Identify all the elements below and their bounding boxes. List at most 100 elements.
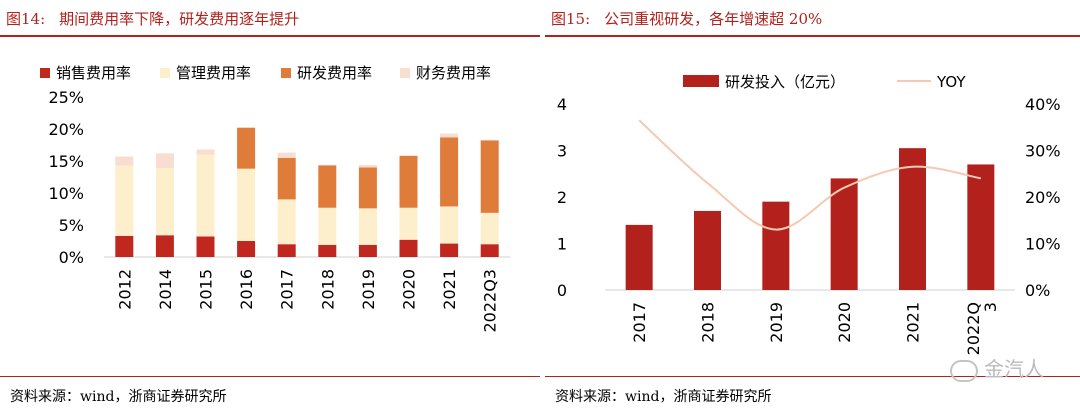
left-bottom-rule (0, 376, 540, 377)
x-tick-label: 2021 (440, 269, 459, 310)
y-right-tick-label: 10% (1025, 235, 1061, 254)
bar-segment-4 (155, 153, 174, 169)
legend-swatch-bars (683, 75, 719, 87)
bar-segment-2 (399, 207, 418, 240)
right-figure-number: 图15: (551, 10, 591, 28)
y-tick-label: 15% (48, 152, 84, 171)
watermark-text: 金汽人 (984, 357, 1044, 381)
bar-segment-3 (237, 127, 256, 169)
y-tick-label: 25% (48, 88, 84, 107)
y-tick-label: 10% (48, 184, 84, 203)
right-top-rule (545, 35, 1080, 37)
y-left-tick-label: 1 (557, 235, 567, 254)
y-left-tick-label: 0 (557, 281, 567, 300)
x-tick-label: 2017 (278, 269, 297, 310)
bar-segment-2 (196, 154, 215, 237)
bar-segment-2 (318, 207, 337, 245)
bar-segment-4 (440, 133, 459, 138)
y-tick-label: 20% (48, 120, 84, 139)
y-left-tick-label: 4 (557, 95, 567, 114)
legend-swatch-2 (160, 68, 170, 78)
bar-segment-3 (277, 157, 296, 200)
y-right-tick-label: 0% (1025, 281, 1050, 300)
legend-swatch-3 (281, 68, 291, 78)
bar-segment-1 (318, 244, 337, 257)
legend-label-bars: 研发投入（亿元） (725, 73, 845, 91)
x-tick-label: 2017 (630, 302, 649, 343)
legend-label-2: 管理费用率 (176, 64, 251, 82)
bar-segment-2 (440, 206, 459, 244)
bar-segment-4 (358, 164, 377, 168)
bar-segment-1 (155, 235, 174, 257)
bar (625, 224, 653, 290)
x-tick-label: 2020 (835, 302, 854, 343)
bar-segment-1 (358, 244, 377, 257)
bar-segment-4 (318, 164, 337, 166)
x-tick-label: 2020 (400, 269, 419, 310)
legend-swatch-4 (400, 68, 410, 78)
bar-segment-3 (480, 140, 499, 213)
left-figure-title-text: 期间费用率下降，研发费用逐年提升 (59, 10, 300, 28)
bar-segment-4 (196, 149, 215, 155)
bar-segment-3 (399, 155, 418, 208)
y-left-tick-label: 2 (557, 188, 567, 207)
legend-label-1: 销售费用率 (56, 64, 131, 82)
bar (830, 178, 858, 290)
bar-segment-2 (358, 208, 377, 245)
x-tick-label: 2016 (237, 269, 256, 310)
bar-segment-2 (155, 168, 174, 236)
bar (967, 164, 995, 290)
legend-label-line: YOY (936, 73, 966, 91)
bar (762, 201, 790, 290)
x-tick-label: 2015 (197, 269, 216, 310)
bar (694, 210, 721, 290)
right-figure-title-text: 公司重视研发，各年增速超 20% (604, 10, 823, 28)
bar-segment-4 (277, 152, 296, 158)
wechat-icon (950, 359, 978, 382)
bar-segment-3 (318, 165, 337, 208)
watermark: 金汽人 (950, 353, 1044, 382)
y-left-tick-label: 3 (557, 142, 567, 161)
x-tick-label: 2018 (318, 269, 337, 310)
left-source-note: 资料来源：wind，浙商证券研究所 (10, 389, 227, 405)
bar-segment-2 (237, 168, 256, 241)
y-tick-label: 0% (59, 248, 84, 267)
bar-segment-2 (115, 165, 134, 236)
x-tick-label: 2018 (699, 302, 718, 343)
bar-segment-4 (399, 155, 418, 156)
y-right-tick-label: 40% (1025, 95, 1061, 114)
x-tick-label-continued: 3 (981, 302, 1000, 312)
bar-segment-2 (480, 212, 499, 245)
right-figure-panel: 图15: 公司重视研发，各年增速超 20% 研发投入（亿元） YOY 0 1 2 3 4 0% 1… (545, 0, 1080, 419)
bar-segment-4 (480, 139, 499, 141)
x-tick-label: 2019 (359, 269, 378, 310)
left-top-rule (0, 35, 540, 37)
x-tick-label: 2022Q3 (481, 269, 500, 333)
bar-segment-1 (480, 244, 499, 257)
left-stacked-bar-chart: 销售费用率 管理费用率 研发费用率 财务费用率 0% 5% 10% 15% 20% 25% 2012… (40, 64, 510, 333)
bar-segment-1 (399, 239, 418, 257)
left-figure-panel: 图14: 期间费用率下降，研发费用逐年提升 销售费用率 管理费用率 研发费用率 财务费用… (0, 8, 540, 405)
bar-segment-1 (196, 236, 215, 257)
bar-segment-3 (440, 137, 459, 207)
bar (899, 148, 926, 290)
x-tick-label: 2014 (156, 269, 175, 310)
y-right-tick-label: 20% (1025, 188, 1061, 207)
right-figure-title: 图15: 公司重视研发，各年增速超 20% (551, 8, 822, 29)
bar-segment-4 (115, 156, 134, 166)
right-bottom-rule (545, 376, 1080, 377)
bar-segment-1 (277, 244, 296, 257)
x-tick-label: 2012 (115, 269, 134, 310)
bar-segment-2 (277, 199, 296, 245)
bar-segment-1 (115, 235, 134, 257)
left-figure-number: 图14: (6, 10, 46, 28)
left-figure-title: 图14: 期间费用率下降，研发费用逐年提升 (6, 8, 299, 29)
y-tick-label: 5% (59, 216, 84, 235)
yoy-line (638, 119, 982, 231)
x-tick-label: 2021 (904, 302, 923, 343)
x-tick-label: 2022Q (964, 302, 983, 355)
legend-label-3: 研发费用率 (297, 64, 372, 82)
bar-segment-3 (358, 167, 377, 209)
bar-segment-1 (237, 241, 256, 257)
